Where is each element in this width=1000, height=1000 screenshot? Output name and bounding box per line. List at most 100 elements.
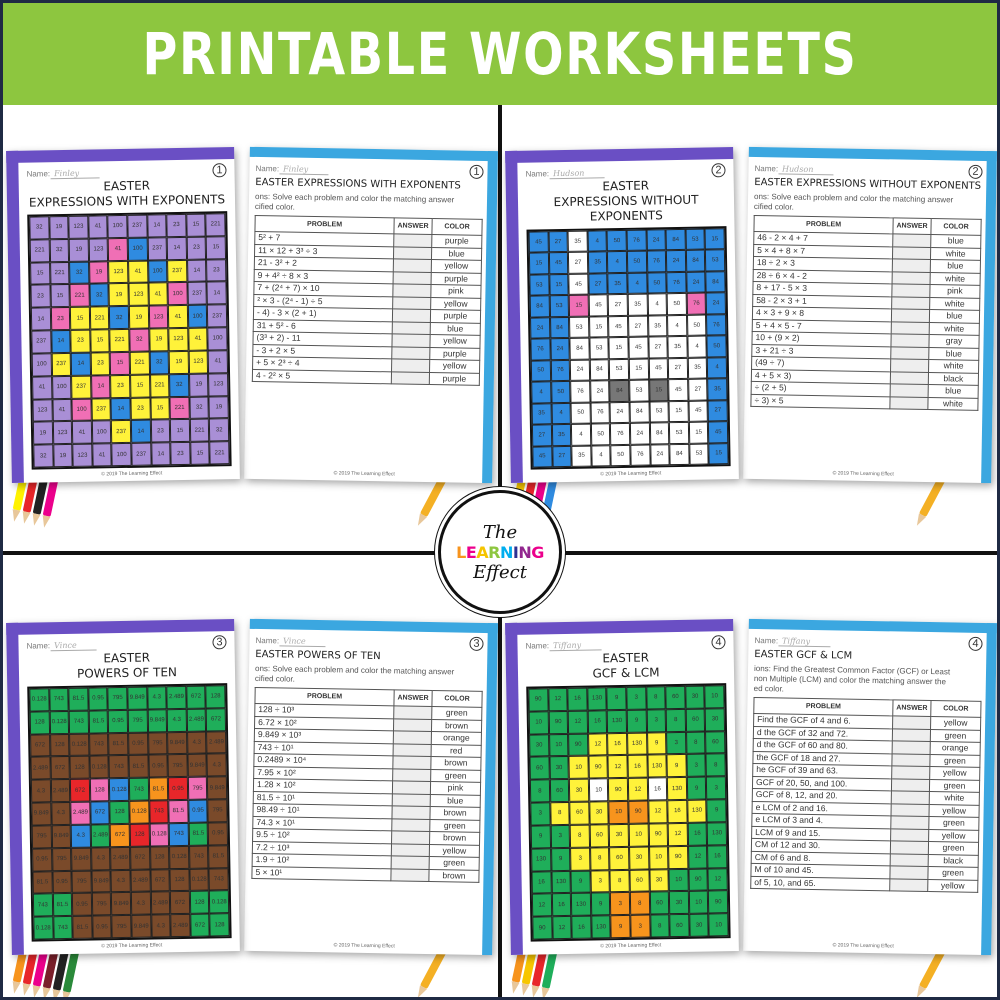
grid-cell: 743 bbox=[128, 777, 149, 801]
grid-cell: 30 bbox=[549, 756, 570, 780]
grid-cell: 2.489 bbox=[110, 846, 131, 870]
sheet-number: 2 bbox=[711, 163, 726, 178]
answer-cell bbox=[890, 383, 929, 398]
grid-cell: 672 bbox=[50, 756, 71, 780]
grid-cell: 128 bbox=[205, 685, 226, 709]
color-cell: white bbox=[927, 397, 979, 411]
grid-cell: 30 bbox=[529, 733, 550, 758]
color-cell: blue bbox=[430, 794, 481, 808]
color-cell: black bbox=[928, 854, 979, 868]
grid-cell: 90 bbox=[532, 916, 553, 940]
answer-cell bbox=[891, 753, 931, 767]
grid-cell: 130 bbox=[627, 732, 648, 756]
grid-cell: 81.5 bbox=[108, 732, 129, 756]
color-cell: yellow bbox=[930, 716, 981, 730]
answer-cell bbox=[391, 358, 430, 373]
student-name: Tiffany bbox=[548, 639, 602, 651]
grid-cell: 9.849 bbox=[51, 824, 72, 848]
grid-cell: 743 bbox=[48, 687, 69, 712]
grid-cell: 221 bbox=[209, 441, 230, 465]
worksheet-quadrant-2: Name: Hudson 2 EASTER EXPRESSIONS WITHOUT… bbox=[502, 105, 997, 551]
grid-cell: 743 bbox=[68, 710, 89, 734]
grid-cell: 795 bbox=[51, 847, 72, 871]
grid-cell: 8 bbox=[609, 869, 630, 893]
grid-cell: 27 bbox=[628, 315, 648, 338]
color-cell: white bbox=[930, 247, 981, 261]
grid-cell: 128 bbox=[149, 845, 170, 870]
grid-cell: 90 bbox=[628, 800, 649, 824]
grid-cell: 90 bbox=[688, 868, 709, 892]
answer-cell bbox=[392, 308, 431, 323]
color-cell: brown bbox=[428, 869, 480, 883]
grid-cell: 12 bbox=[707, 867, 728, 891]
name-label: Name: bbox=[255, 163, 280, 173]
color-cell: green bbox=[431, 706, 482, 720]
grid-cell: 2.489 bbox=[186, 708, 207, 732]
grid-cell: 81.5 bbox=[52, 893, 73, 917]
grid-cell: 24 bbox=[649, 443, 670, 466]
grid-cell: 15 bbox=[50, 284, 71, 308]
grid-cell: 795 bbox=[107, 686, 128, 711]
answer-cell bbox=[892, 271, 931, 285]
grid-cell: 100 bbox=[127, 237, 148, 261]
grid-cell: 41 bbox=[92, 443, 113, 467]
grid-cell: 15 bbox=[568, 294, 589, 317]
answer-cell bbox=[391, 855, 430, 870]
header-color: COLOR bbox=[930, 700, 982, 718]
grid-cell: 221 bbox=[205, 213, 226, 237]
grid-cell: 27 bbox=[568, 252, 589, 274]
coloring-sheet: Name: Vince 3 EASTER POWERS OF TEN 0.128 7… bbox=[6, 619, 240, 955]
grid-cell: 128 bbox=[89, 778, 110, 802]
grid-cell: 0.128 bbox=[169, 845, 190, 869]
grid-cell: 0.95 bbox=[208, 822, 229, 846]
grid-cell: 128 bbox=[129, 823, 150, 847]
name-label: Name: bbox=[525, 640, 550, 651]
grid-cell: 9.849 bbox=[111, 892, 132, 916]
grid-cell: 10 bbox=[548, 733, 569, 757]
grid-cell: 81.5 bbox=[168, 799, 189, 824]
grid-cell: 237 bbox=[207, 304, 228, 328]
grid-cell: 12 bbox=[607, 755, 628, 779]
sheet-number: 4 bbox=[968, 636, 983, 651]
grid-cell: 4.3 bbox=[130, 891, 151, 916]
grid-cell: 32 bbox=[209, 418, 230, 442]
grid-cell: 795 bbox=[187, 776, 208, 800]
copyright: © 2019 The Learning Effect bbox=[832, 470, 894, 478]
grid-cell: 41 bbox=[128, 260, 149, 284]
grid-cell: 3 bbox=[630, 914, 651, 938]
grid-cell: 84 bbox=[549, 316, 570, 339]
answer-sheet-title: EASTER GCF & LCM bbox=[754, 648, 853, 662]
grid-cell: 60 bbox=[705, 730, 726, 754]
grid-cell: 60 bbox=[609, 846, 630, 870]
grid-cell: 41 bbox=[108, 237, 129, 261]
grid-cell: 100 bbox=[167, 282, 188, 306]
answer-cell bbox=[392, 321, 431, 335]
color-cell: yellow bbox=[928, 829, 979, 843]
grid-cell: 27 bbox=[647, 336, 668, 359]
grid-cell: 50 bbox=[530, 359, 551, 382]
answer-cell bbox=[393, 730, 432, 745]
grid-cell: 16 bbox=[551, 893, 572, 917]
grid-cell: 795 bbox=[127, 709, 148, 733]
answer-cell bbox=[890, 358, 929, 373]
name-field: Name: Tiffany bbox=[754, 635, 831, 647]
grid-cell: 9.849 bbox=[187, 753, 208, 778]
answer-sheet-header: Name: Vince 3 bbox=[255, 633, 484, 651]
answer-cell bbox=[891, 790, 930, 805]
grid-cell: 53 bbox=[529, 274, 550, 296]
grid-cell: 221 bbox=[29, 239, 50, 263]
grid-cell: 9.849 bbox=[207, 776, 228, 800]
grid-cell: 9.849 bbox=[147, 709, 168, 733]
color-cell: red bbox=[431, 744, 482, 758]
grid-cell: 15 bbox=[668, 400, 689, 423]
grid-cell: 4.3 bbox=[186, 731, 207, 755]
name-field: Name: Finley bbox=[255, 163, 329, 175]
grid-cell: 0.95 bbox=[128, 732, 149, 756]
answer-cell bbox=[892, 246, 931, 260]
grid-cell: 15 bbox=[30, 261, 51, 286]
grid-cell: 19 bbox=[168, 350, 189, 374]
grid-cell: 81.5 bbox=[32, 870, 53, 894]
worksheet-quadrant-3: Name: Vince 3 EASTER POWERS OF TEN ons: S… bbox=[3, 555, 499, 997]
grid-cell: 795 bbox=[71, 870, 92, 894]
grid-cell: 45 bbox=[648, 357, 669, 380]
